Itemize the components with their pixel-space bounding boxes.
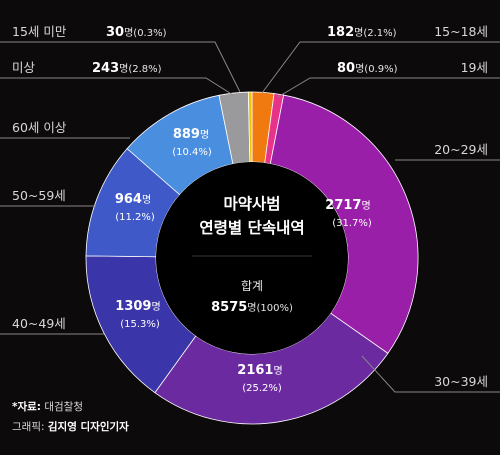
value-percent-40s: (15.3%) <box>120 319 160 330</box>
value-count-60plus: 889 <box>173 127 200 142</box>
svg-text:1309명: 1309명 <box>115 299 160 314</box>
total-value-text: 8575명(100%) <box>211 300 293 315</box>
value-label-unknown: 243명(2.8%) <box>92 61 162 76</box>
value-unit-20s: 명 <box>361 200 370 212</box>
age-label-30s: 30~39세 <box>434 374 488 389</box>
value-percent-unknown: 명(2.8%) <box>119 63 162 75</box>
value-count-50s: 964 <box>115 192 142 207</box>
donut-hole <box>156 162 348 354</box>
value-label-20s: 2717명 (31.7%) <box>325 198 372 229</box>
total-percent: 명(100%) <box>247 302 293 314</box>
value-percent-19: 명(0.9%) <box>355 63 398 75</box>
value-percent-20s: (31.7%) <box>332 218 372 229</box>
value-percent-60plus: (10.4%) <box>172 147 212 158</box>
leader-line-15to18 <box>261 41 500 94</box>
graphic-label: 그래픽: <box>12 421 45 433</box>
age-label-15to18: 15~18세 <box>434 24 488 39</box>
age-label-20s: 20~29세 <box>434 142 488 157</box>
svg-text:889명: 889명 <box>173 127 209 142</box>
value-label-30s: 2161명 (25.2%) <box>237 363 282 394</box>
leader-line-under15 <box>0 41 241 93</box>
value-label-15to18: 182명(2.1%) <box>327 25 397 40</box>
chart-title-line-1: 마약사범 <box>223 194 280 213</box>
value-unit-40s: 명 <box>151 301 160 313</box>
total-value: 8575 <box>211 300 247 315</box>
leader-line-19 <box>277 77 500 98</box>
value-count-30s: 2161 <box>237 363 273 378</box>
total-label: 합계 <box>241 279 263 293</box>
value-count-15to18: 182 <box>327 25 354 40</box>
value-label-19: 80명(0.9%) <box>337 61 398 76</box>
value-count-19: 80 <box>337 61 355 76</box>
value-unit-60plus: 명 <box>200 129 209 141</box>
svg-text:2161명: 2161명 <box>237 363 282 378</box>
age-label-19: 19세 <box>461 60 488 75</box>
chart-title-line-2: 연령별 단속내역 <box>199 218 304 237</box>
source-label: *자료: <box>12 401 42 413</box>
age-label-unknown: 미상 <box>12 60 36 75</box>
value-percent-15to18: 명(2.1%) <box>354 27 397 39</box>
source-credit: *자료: 대검찰청 <box>12 399 83 414</box>
value-label-40s: 1309명 (15.3%) <box>115 299 160 330</box>
age-label-under15: 15세 미만 <box>12 24 67 39</box>
value-percent-50s: (11.2%) <box>115 212 155 223</box>
value-count-40s: 1309 <box>115 299 151 314</box>
age-label-60plus: 60세 이상 <box>12 120 67 135</box>
value-count-20s: 2717 <box>325 198 361 213</box>
graphic-credit: 그래픽: 김지영 디자인기자 <box>12 419 129 434</box>
value-label-under15: 30명(0.3%) <box>106 25 167 40</box>
value-label-60plus: 889명 (10.4%) <box>172 127 212 158</box>
age-label-40s: 40~49세 <box>12 316 66 331</box>
graphic-value: 김지영 디자인기자 <box>47 421 129 433</box>
age-label-50s: 50~59세 <box>12 188 66 203</box>
value-unit-30s: 명 <box>273 365 282 377</box>
value-count-unknown: 243 <box>92 61 119 76</box>
svg-text:964명: 964명 <box>115 192 151 207</box>
leader-line-30s <box>361 355 500 393</box>
value-label-50s: 964명 (11.2%) <box>115 192 155 223</box>
value-count-under15: 30 <box>106 25 124 40</box>
source-value: 대검찰청 <box>44 401 83 413</box>
value-percent-30s: (25.2%) <box>242 383 282 394</box>
leader-line-unknown <box>0 77 234 96</box>
svg-text:2717명: 2717명 <box>325 198 370 213</box>
value-unit-50s: 명 <box>142 194 151 206</box>
value-percent-under15: 명(0.3%) <box>124 27 167 39</box>
